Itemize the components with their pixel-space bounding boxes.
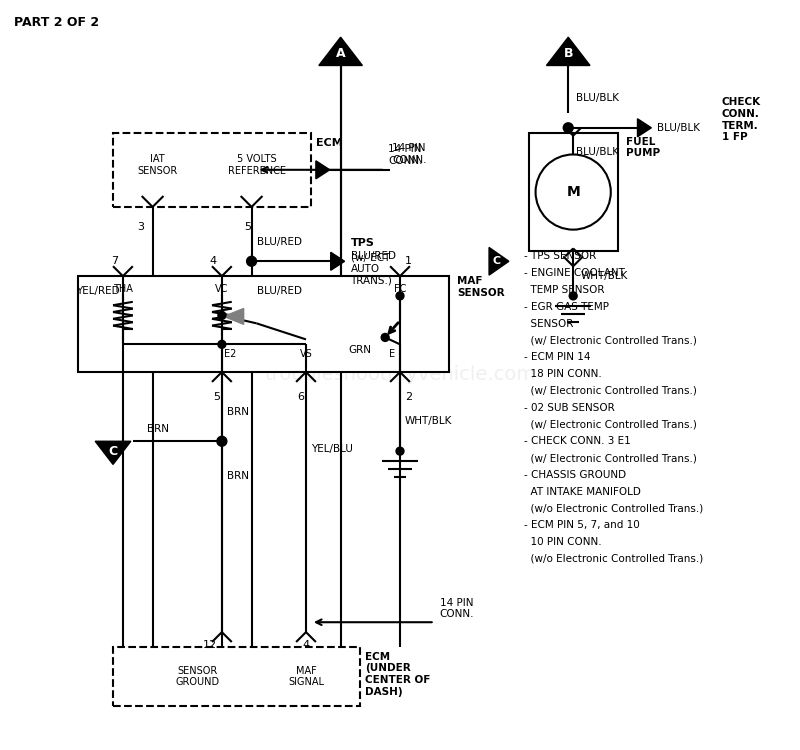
Text: C: C [109, 445, 118, 458]
Text: BRN: BRN [227, 471, 249, 481]
Polygon shape [95, 441, 131, 464]
Polygon shape [330, 252, 345, 270]
Text: 6: 6 [298, 392, 305, 402]
Bar [113, 647, 361, 706]
Circle shape [563, 123, 573, 133]
Text: WHT/BLK: WHT/BLK [581, 271, 629, 281]
Text: 5: 5 [214, 392, 221, 402]
Text: B: B [563, 47, 573, 60]
Text: BLU/BLK: BLU/BLK [658, 123, 700, 133]
Text: PART 2 OF 2: PART 2 OF 2 [14, 16, 99, 29]
Circle shape [246, 256, 257, 266]
Text: (w/ Electronic Controlled Trans.): (w/ Electronic Controlled Trans.) [524, 335, 697, 346]
Bar [529, 133, 618, 251]
Text: SENSOR: SENSOR [524, 319, 573, 328]
Polygon shape [638, 118, 651, 136]
Text: M: M [566, 185, 580, 199]
Text: - ECM PIN 14: - ECM PIN 14 [524, 352, 590, 362]
Text: WHT/BLK: WHT/BLK [405, 416, 452, 427]
Text: 1: 1 [405, 256, 412, 266]
Text: SENSOR
GROUND: SENSOR GROUND [175, 666, 219, 688]
Bar [78, 276, 450, 372]
Text: (w/ Electronic Controlled Trans.): (w/ Electronic Controlled Trans.) [524, 386, 697, 396]
Polygon shape [319, 38, 362, 65]
Text: E2: E2 [224, 350, 236, 359]
Text: (w/ ECT
AUTO
TRANS.): (w/ ECT AUTO TRANS.) [350, 253, 392, 286]
Circle shape [396, 447, 404, 455]
Text: - CHASSIS GROUND: - CHASSIS GROUND [524, 470, 626, 480]
Text: (w/ Electronic Controlled Trans.): (w/ Electronic Controlled Trans.) [524, 419, 697, 430]
Text: - ECM PIN 5, 7, and 10: - ECM PIN 5, 7, and 10 [524, 520, 639, 530]
Circle shape [535, 154, 610, 230]
Circle shape [381, 334, 389, 341]
Text: C: C [493, 256, 501, 266]
Text: MAF
SIGNAL: MAF SIGNAL [288, 666, 324, 688]
Text: 18 PIN CONN.: 18 PIN CONN. [524, 369, 602, 379]
Text: MAF
SENSOR: MAF SENSOR [458, 276, 505, 298]
Circle shape [217, 436, 227, 446]
Text: YEL/RED: YEL/RED [76, 286, 120, 296]
Polygon shape [489, 248, 509, 275]
Text: ECM
(UNDER
CENTER OF
DASH): ECM (UNDER CENTER OF DASH) [366, 652, 430, 697]
Text: 7: 7 [111, 256, 118, 266]
Text: (w/ Electronic Controlled Trans.): (w/ Electronic Controlled Trans.) [524, 453, 697, 463]
Text: (w/o Electronic Controlled Trans.): (w/o Electronic Controlled Trans.) [524, 554, 703, 564]
Text: TEMP SENSOR: TEMP SENSOR [524, 285, 604, 295]
Text: BRN: BRN [227, 406, 249, 416]
Text: 14 PIN
CONN.: 14 PIN CONN. [439, 598, 474, 619]
Text: FUEL
PUMP: FUEL PUMP [626, 136, 660, 158]
Text: VC: VC [215, 284, 229, 294]
Text: - ENGINE COOLANT: - ENGINE COOLANT [524, 268, 625, 278]
Text: (w/o Electronic Controlled Trans.): (w/o Electronic Controlled Trans.) [524, 503, 703, 514]
Bar [113, 133, 311, 207]
Text: VS: VS [300, 350, 312, 359]
Text: - TPS SENSOR: - TPS SENSOR [524, 251, 596, 262]
Polygon shape [316, 160, 330, 178]
Text: 2: 2 [405, 392, 412, 402]
Text: BLU/BLK: BLU/BLK [576, 93, 619, 103]
Circle shape [218, 340, 226, 348]
Text: - CHECK CONN. 3 E1: - CHECK CONN. 3 E1 [524, 436, 630, 446]
Text: troubleshootmyvehicle.com: troubleshootmyvehicle.com [264, 365, 536, 385]
Text: - 02 SUB SENSOR: - 02 SUB SENSOR [524, 403, 614, 412]
Text: 3: 3 [138, 222, 145, 232]
Text: AT INTAKE MANIFOLD: AT INTAKE MANIFOLD [524, 487, 641, 496]
Text: BLU/RED: BLU/RED [258, 286, 302, 296]
Text: GRN: GRN [349, 345, 371, 355]
Text: THA: THA [113, 284, 133, 294]
Text: YEL/BLU: YEL/BLU [311, 444, 353, 454]
Text: 12: 12 [203, 640, 217, 650]
Text: 4: 4 [302, 640, 310, 650]
Text: BLU/RED: BLU/RED [258, 236, 302, 247]
Text: 10 PIN CONN.: 10 PIN CONN. [524, 537, 602, 548]
Text: BRN: BRN [146, 424, 169, 434]
Text: 14 PIN
CONN.: 14 PIN CONN. [392, 143, 426, 165]
Text: ECM: ECM [316, 138, 342, 148]
Text: 14 PIN
CONN.: 14 PIN CONN. [388, 144, 422, 166]
Text: A: A [336, 47, 346, 60]
Circle shape [218, 311, 226, 320]
Text: TPS: TPS [350, 238, 374, 248]
Polygon shape [224, 308, 244, 324]
Text: 4: 4 [210, 256, 217, 266]
Text: CHECK
CONN.
TERM.
1 FP: CHECK CONN. TERM. 1 FP [722, 98, 761, 142]
Text: 5 VOLTS
REFERENCE: 5 VOLTS REFERENCE [227, 154, 286, 176]
Text: E: E [389, 350, 395, 359]
Text: IAT
SENSOR: IAT SENSOR [138, 154, 178, 176]
Circle shape [570, 292, 577, 300]
Circle shape [396, 292, 404, 300]
Text: BLU/RED: BLU/RED [350, 251, 395, 261]
Text: - EGR GAS TEMP: - EGR GAS TEMP [524, 302, 609, 312]
Text: BLU/BLK: BLU/BLK [576, 148, 619, 158]
Text: 5: 5 [244, 222, 251, 232]
Polygon shape [546, 38, 590, 65]
Text: FC: FC [394, 284, 406, 294]
